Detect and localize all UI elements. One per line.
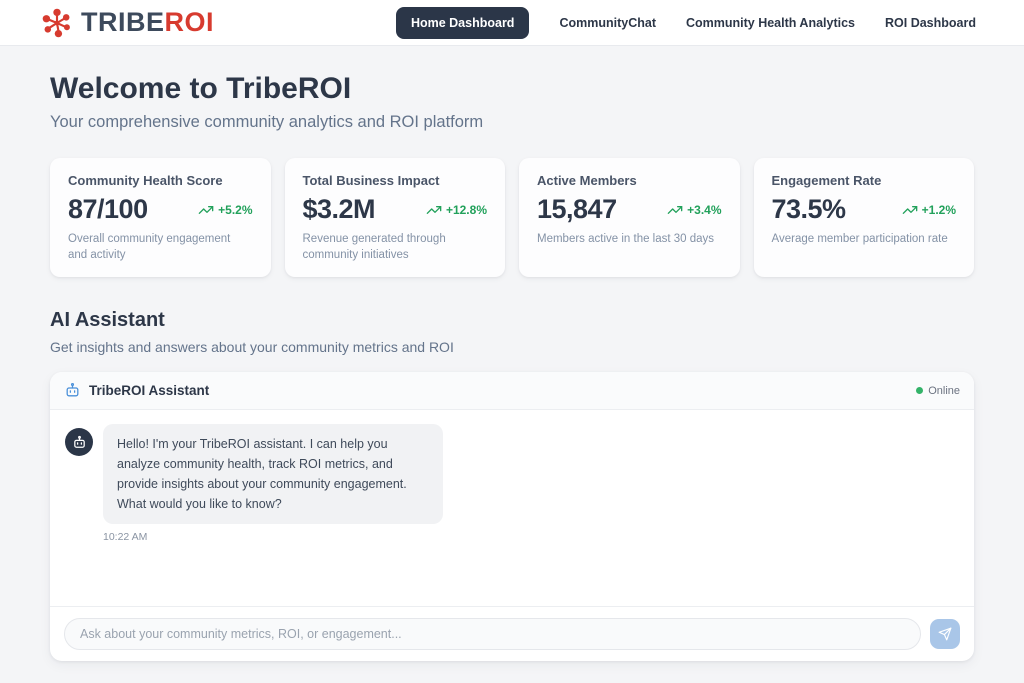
- main-content: Welcome to TribeROI Your comprehensive c…: [0, 46, 1024, 662]
- main-nav: Home Dashboard CommunityChat Community H…: [395, 6, 976, 39]
- stat-trend-value: +1.2%: [921, 202, 956, 217]
- trending-up-icon: [198, 205, 214, 214]
- chat-input-bar: [50, 606, 974, 661]
- stat-card-engagement-rate: Engagement Rate 73.5% +1.2% Average memb…: [753, 158, 974, 278]
- stat-description: Overall community engagement and activit…: [68, 233, 231, 262]
- stat-card-active-members: Active Members 15,847 +3.4% Members acti…: [519, 158, 740, 278]
- send-message-button[interactable]: [930, 619, 960, 650]
- nav-tab-roi-dashboard[interactable]: ROI Dashboard: [885, 8, 976, 38]
- tribe-cluster-icon: [42, 8, 70, 37]
- nav-tab-home-dashboard[interactable]: Home Dashboard: [395, 6, 530, 39]
- page-subtitle: Your comprehensive community analytics a…: [50, 113, 484, 131]
- chat-header: TribeROI Assistant Online: [50, 372, 974, 411]
- stat-label: Community Health Score: [68, 173, 223, 188]
- top-navigation-bar: TRIBEROI Home Dashboard CommunityChat Co…: [0, 0, 1024, 46]
- stat-label: Active Members: [537, 173, 637, 188]
- stat-description: Average member participation rate: [771, 233, 948, 245]
- stat-value: 15,847: [537, 194, 617, 224]
- stat-value: $3.2M: [302, 194, 376, 224]
- stat-value: 87/100: [68, 194, 148, 224]
- stat-label: Engagement Rate: [771, 173, 882, 188]
- brand-logo[interactable]: TRIBEROI: [40, 6, 214, 40]
- ai-assistant-section-title: AI Assistant: [50, 309, 165, 332]
- ai-assistant-section-subtitle: Get insights and answers about your comm…: [50, 339, 454, 356]
- trending-up-icon: [426, 205, 442, 214]
- brand-wordmark-primary: TRIBE: [81, 7, 165, 37]
- stat-description: Members active in the last 30 days: [537, 233, 715, 245]
- chat-title: TribeROI Assistant: [89, 383, 210, 399]
- online-status-label: Online: [928, 384, 960, 397]
- stat-value: 73.5%: [771, 194, 847, 224]
- assistant-chat-panel: TribeROI Assistant Online: [50, 372, 974, 662]
- assistant-message: Hello! I'm your TribeROI assistant. I ca…: [65, 424, 959, 543]
- trending-up-icon: [902, 205, 917, 214]
- stat-trend-value: +3.4%: [687, 202, 722, 217]
- chat-message-input[interactable]: [64, 618, 921, 651]
- chat-online-status: Online: [916, 385, 960, 397]
- stat-trend-value: +5.2%: [218, 202, 253, 217]
- stat-label: Total Business Impact: [302, 173, 440, 188]
- assistant-message-bubble: Hello! I'm your TribeROI assistant. I ca…: [103, 424, 443, 525]
- robot-icon: [66, 383, 79, 397]
- stat-card-total-business-impact: Total Business Impact $3.2M +12.8% Reven…: [284, 158, 505, 278]
- page-title: Welcome to TribeROI: [50, 72, 352, 105]
- stat-trend-value: +12.8%: [445, 202, 487, 217]
- stat-card-community-health-score: Community Health Score 87/100 +5.2% Over…: [50, 158, 271, 278]
- chat-message-list: Hello! I'm your TribeROI assistant. I ca…: [50, 410, 974, 606]
- send-icon: [938, 627, 952, 641]
- stats-grid: Community Health Score 87/100 +5.2% Over…: [50, 158, 974, 278]
- stat-trend: +3.4%: [667, 202, 722, 218]
- stat-description: Revenue generated through community init…: [302, 233, 446, 262]
- nav-tab-community-health-analytics[interactable]: Community Health Analytics: [686, 8, 855, 38]
- stat-trend: +12.8%: [426, 202, 487, 218]
- brand-wordmark-accent: ROI: [164, 7, 215, 37]
- stat-trend: +5.2%: [198, 202, 253, 218]
- robot-icon: [73, 435, 85, 448]
- trending-up-icon: [667, 205, 683, 214]
- online-status-dot: [916, 387, 924, 395]
- assistant-avatar: [65, 428, 93, 457]
- message-timestamp: 10:22 AM: [103, 531, 148, 544]
- brand-wordmark: TRIBEROI: [81, 9, 214, 36]
- stat-trend: +1.2%: [902, 202, 956, 218]
- nav-tab-community-chat[interactable]: CommunityChat: [559, 8, 656, 38]
